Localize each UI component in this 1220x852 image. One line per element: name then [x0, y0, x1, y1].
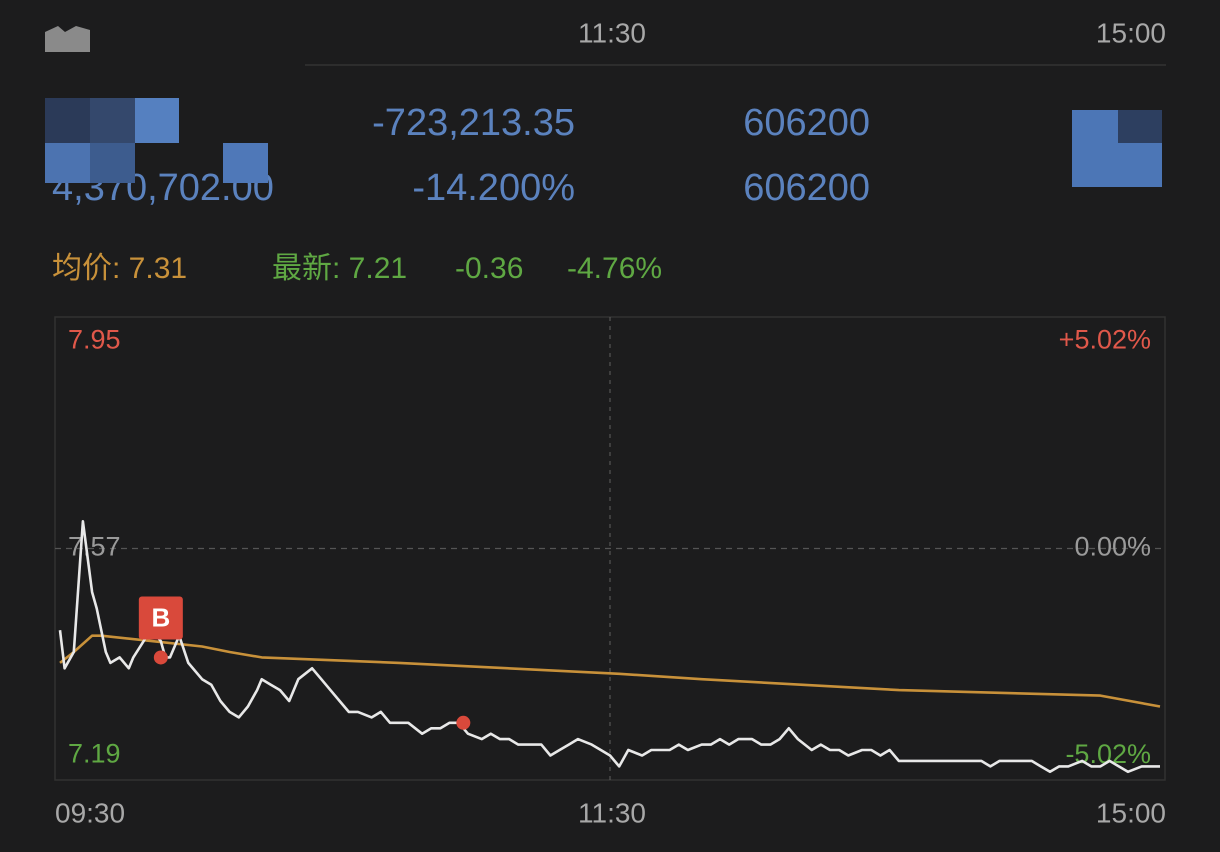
header-time: 11:30: [578, 17, 646, 48]
chart-icon[interactable]: [45, 26, 90, 52]
x-tick-label: 11:30: [578, 797, 646, 828]
trade-dot: [153, 650, 168, 665]
x-tick-label: 15:00: [1096, 797, 1166, 828]
pixelation: [45, 98, 1162, 187]
average-price: 均价: 7.31: [52, 252, 187, 285]
stat-value: 606200: [743, 102, 870, 144]
average-line: [59, 634, 1161, 708]
y2-tick-label: 0.00%: [1074, 532, 1151, 562]
y-tick-label: 7.95: [68, 325, 121, 355]
stat-value: -14.200%: [412, 167, 575, 209]
y2-tick-label: -5.02%: [1065, 739, 1151, 769]
y2-tick-label: +5.02%: [1059, 324, 1151, 354]
trade-badge: [138, 596, 183, 640]
stat-value: -723,213.35: [372, 102, 575, 144]
header-time: 15:00: [1096, 17, 1166, 48]
price-change: -0.36: [455, 252, 523, 285]
price-line: [58, 520, 1160, 774]
price-change-pct: -4.76%: [567, 252, 662, 285]
plot: 7.19 7.57 7.95 -5.02% 0.00% +5.02% 09:30 11:30 1…: [55, 317, 1166, 828]
x-tick-label: 09:30: [55, 797, 125, 828]
y-tick-label: 7.57: [68, 532, 121, 562]
latest-price: 最新: 7.21: [272, 252, 407, 285]
trade-dot: [456, 715, 471, 730]
trade-label: B: [151, 602, 170, 632]
y-tick-label: 7.19: [68, 739, 121, 769]
stat-value: 606200: [743, 167, 870, 209]
